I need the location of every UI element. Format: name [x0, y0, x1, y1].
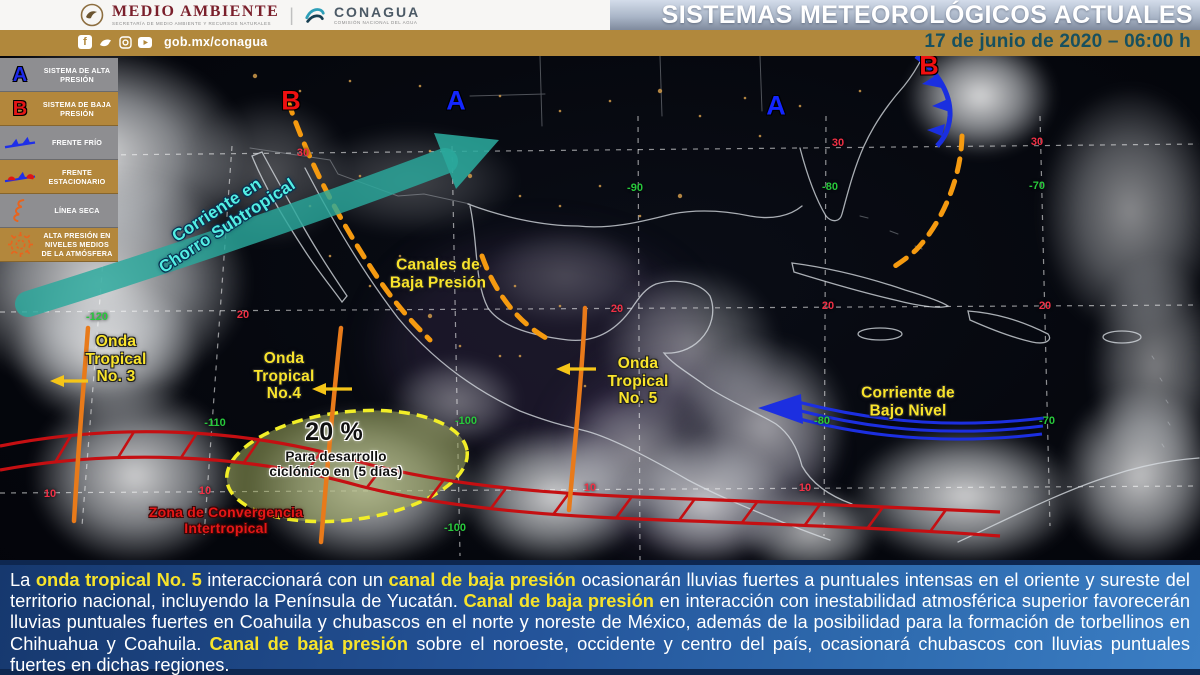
legend-item: ALTA PRESIÓN EN NIVELES MEDIOS DE LA ATM… [0, 228, 118, 262]
jet-stream-label: Corriente en Chorro Subtropical [155, 173, 299, 278]
body-text: sobre el noroeste, occidente y centro de… [10, 632, 1190, 675]
legend-label: LÍNEA SECA [54, 206, 100, 215]
legend-symbol [0, 135, 40, 150]
gold-bar [0, 30, 1200, 56]
legend-symbol [0, 232, 40, 257]
high-pressure-marker: A [766, 90, 786, 121]
gobmx-url[interactable]: gob.mx/conagua [164, 35, 268, 49]
latitude-label: 10 [43, 488, 57, 500]
high-pressure-marker: A [446, 85, 466, 116]
latitude-label: 10 [198, 485, 212, 497]
legend-symbol: A [0, 65, 40, 85]
low-pressure-marker: B [281, 85, 301, 116]
forecast-paragraph: La onda tropical No. 5 interaccionará co… [0, 565, 1200, 675]
high-pressure-letter: A [12, 63, 28, 86]
longitude-label: -80 [822, 181, 838, 193]
twitter-icon[interactable] [98, 35, 112, 49]
date-time: 17 de junio de 2020 – 06:00 h [924, 31, 1191, 52]
dry-line-icon [13, 198, 25, 222]
latitude-label: 20 [610, 303, 624, 315]
low-level-current-label: Corriente de Bajo Nivel [861, 384, 955, 420]
body-text: en interacción con inestabilidad atmosfé… [10, 590, 1190, 654]
latitude-label: 20 [236, 309, 250, 321]
cyclonic-note-label: Para desarrollo ciclónico en (5 días) [269, 448, 403, 479]
tropical-wave-5-label: Onda Tropical No. 5 [607, 354, 669, 407]
legend-symbol: B [0, 99, 40, 119]
legend-label: FRENTE ESTACIONARIO [48, 167, 106, 186]
medio-ambiente-subtitle: SECRETARÍA DE MEDIO AMBIENTE Y RECURSOS … [112, 20, 271, 26]
highlighted-text: Canal de baja presión [209, 632, 409, 654]
body-text: ocasionarán lluvias fuertes a puntuales … [10, 569, 1190, 612]
longitude-label: -80 [814, 415, 830, 427]
brand-conagua: CONAGUA COMISIÓN NACIONAL DEL AGUA [304, 4, 420, 26]
cloud [1040, 86, 1200, 336]
stationary-front-icon [4, 171, 36, 183]
body-text: La [10, 569, 36, 590]
youtube-icon[interactable] [138, 35, 152, 49]
longitude-label: -120 [85, 311, 109, 323]
instagram-icon[interactable] [118, 35, 132, 49]
low-pressure-channels-label: Canales de Baja Presión [389, 256, 487, 292]
header-brand-band: MEDIO AMBIENTE SECRETARÍA DE MEDIO AMBIE… [0, 0, 610, 30]
longitude-label: -100 [454, 415, 478, 427]
legend-symbol [0, 198, 40, 224]
highlighted-text: onda tropical No. 5 [35, 569, 202, 590]
conagua-subtitle: COMISIÓN NACIONAL DEL AGUA [333, 19, 418, 25]
latitude-label: 20 [1038, 300, 1052, 312]
legend-label: ALTA PRESIÓN EN NIVELES MEDIOS DE LA ATM… [41, 231, 113, 258]
longitude-label: -90 [627, 182, 643, 194]
facebook-icon[interactable] [78, 35, 92, 49]
brand-medio-ambiente: MEDIO AMBIENTE SECRETARÍA DE MEDIO AMBIE… [80, 3, 279, 27]
tropical-wave-4-label: Onda Tropical No.4 [253, 349, 315, 402]
page-title: SISTEMAS METEOROLÓGICOS ACTUALES [661, 1, 1193, 29]
satellite-map: Corriente en Chorro Subtropical Canales d… [0, 56, 1200, 560]
header-title-band [610, 0, 1200, 30]
brand-divider: | [289, 4, 294, 25]
low-pressure-letter: B [12, 97, 28, 120]
highlighted-text: canal de baja presión [388, 569, 576, 590]
latitude-label: 30 [296, 147, 310, 159]
forecast-text-panel: La onda tropical No. 5 interaccionará co… [0, 560, 1200, 675]
medio-ambiente-wordmark: MEDIO AMBIENTE [112, 2, 280, 20]
conagua-wordmark: CONAGUA [333, 3, 421, 20]
mexico-seal-icon [80, 3, 104, 27]
latitude-label: 10 [798, 482, 812, 494]
conagua-logo-icon [305, 8, 325, 23]
legend-label: SISTEMA DE BAJA PRESIÓN [42, 99, 112, 118]
legend-item: LÍNEA SECA [0, 194, 118, 228]
low-pressure-marker: B [919, 56, 939, 81]
latitude-label: 30 [831, 137, 845, 149]
longitude-label: -100 [443, 522, 467, 534]
itcz-label: Zona de Convergencia Intertropical [148, 504, 304, 536]
legend-item: FRENTE ESTACIONARIO [0, 160, 118, 194]
longitude-label: -110 [204, 417, 226, 429]
social-row: gob.mx/conagua [78, 35, 268, 49]
legend-symbol [0, 169, 40, 184]
cyclonic-percent-label: 20 % [305, 417, 363, 446]
symbols-legend: A SISTEMA DE ALTA PRESIÓN B SISTEMA DE BAJA… [0, 58, 118, 262]
cold-front-icon [4, 136, 36, 149]
legend-item: B SISTEMA DE BAJA PRESIÓN [0, 92, 118, 126]
tropical-wave-3-label: Onda Tropical No. 3 [85, 332, 147, 385]
highlighted-text: Canal de baja presión [463, 590, 654, 612]
latitude-label: 10 [583, 482, 597, 494]
latitude-label: 20 [821, 300, 835, 312]
legend-label: SISTEMA DE ALTA PRESIÓN [43, 65, 111, 84]
map-label-layer: Corriente en Chorro Subtropical Canales d… [0, 56, 1200, 560]
longitude-label: -70 [1029, 180, 1045, 192]
legend-item: A SISTEMA DE ALTA PRESIÓN [0, 58, 118, 92]
body-text: interaccionará con un [201, 569, 389, 590]
legend-label: FRENTE FRÍO [51, 138, 103, 147]
longitude-label: -70 [1039, 415, 1055, 427]
legend-item: FRENTE FRÍO [0, 126, 118, 160]
latitude-label: 30 [1030, 136, 1044, 148]
mid-level-high-icon [7, 232, 33, 257]
